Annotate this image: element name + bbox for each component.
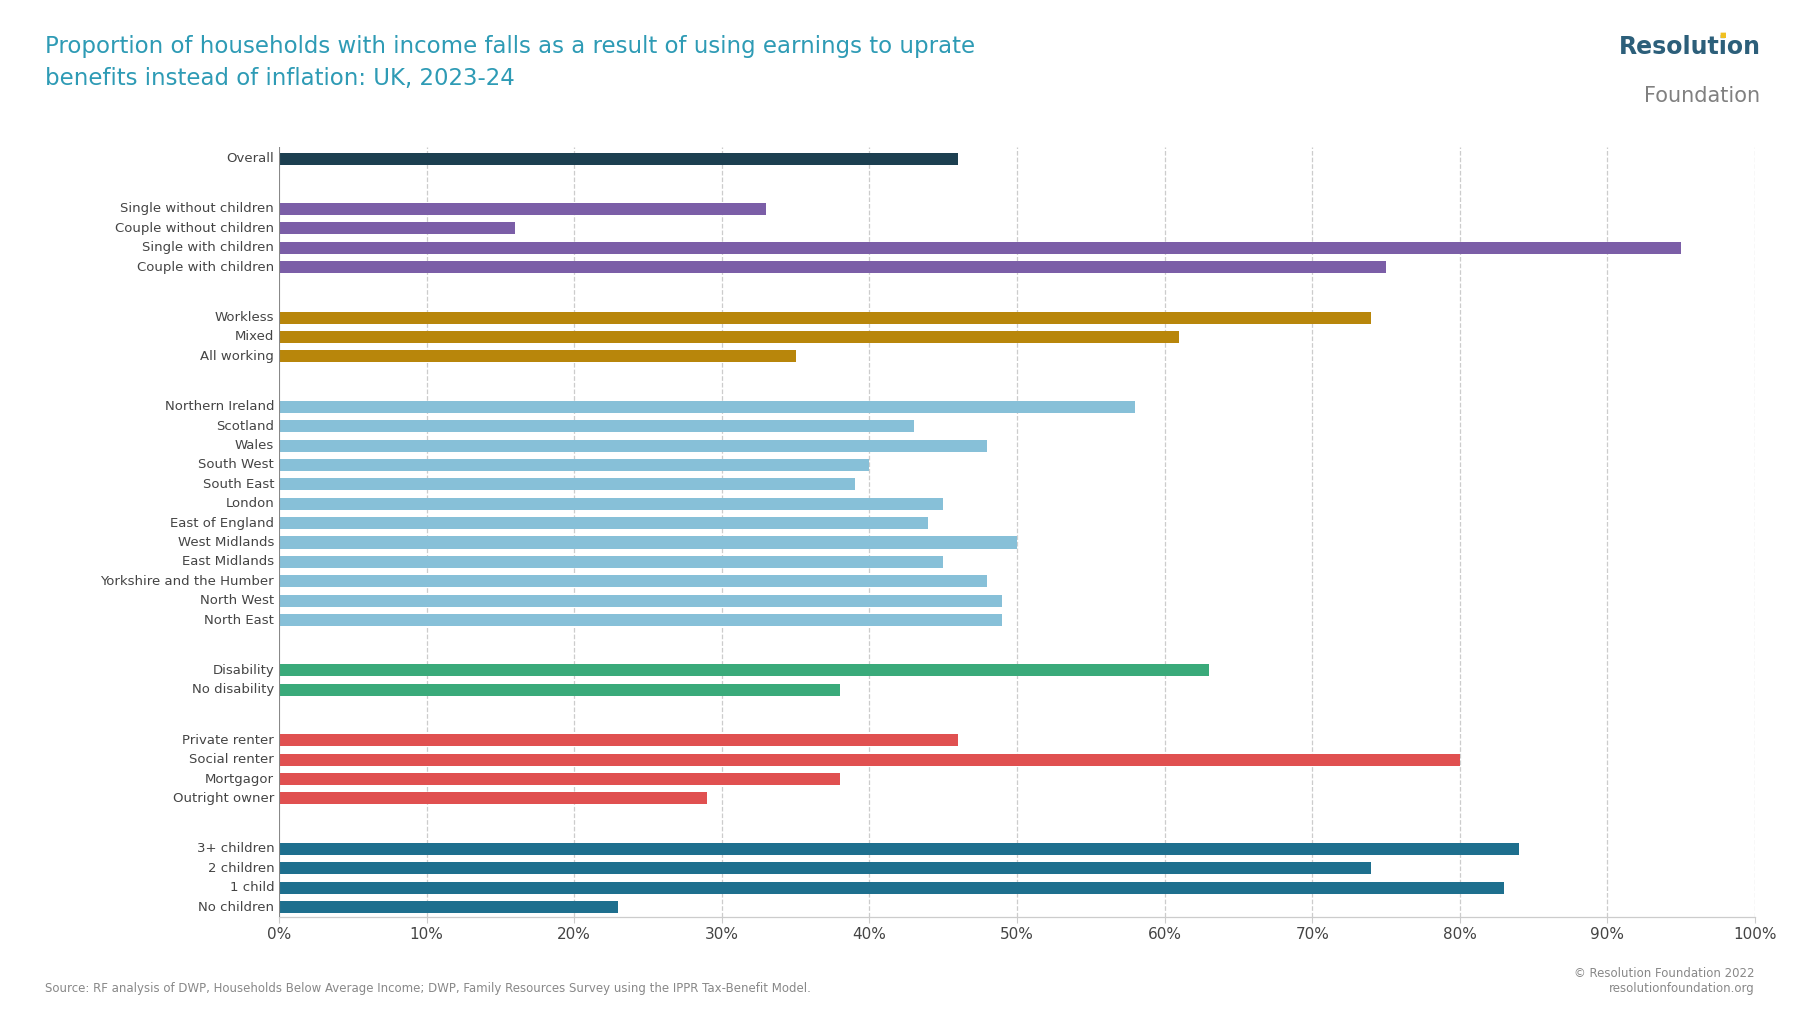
Bar <box>279 537 1017 548</box>
Bar <box>279 684 841 696</box>
Bar <box>279 665 1210 677</box>
Bar <box>279 242 1681 253</box>
Bar <box>279 261 1386 274</box>
Bar <box>279 222 515 234</box>
Text: Proportion of households with income falls as a result of using earnings to upra: Proportion of households with income fal… <box>45 35 976 89</box>
Bar <box>279 773 841 785</box>
Bar <box>279 734 958 747</box>
Bar <box>279 497 943 510</box>
Text: ■: ■ <box>1719 32 1726 38</box>
Bar <box>279 440 988 452</box>
Bar <box>279 575 988 588</box>
Bar <box>279 754 1460 766</box>
Bar <box>279 881 1505 893</box>
Bar <box>279 792 707 804</box>
Bar <box>279 312 1372 323</box>
Bar <box>279 459 869 471</box>
Bar <box>279 350 796 363</box>
Bar <box>279 556 943 568</box>
Text: Foundation: Foundation <box>1643 86 1760 106</box>
Bar <box>279 203 767 215</box>
Bar <box>279 153 958 164</box>
Bar <box>279 401 1136 412</box>
Bar <box>279 862 1372 874</box>
Text: Source: RF analysis of DWP, Households Below Average Income; DWP, Family Resourc: Source: RF analysis of DWP, Households B… <box>45 982 810 995</box>
Bar <box>279 331 1179 343</box>
Text: © Resolution Foundation 2022
resolutionfoundation.org: © Resolution Foundation 2022 resolutionf… <box>1575 966 1755 995</box>
Bar <box>279 420 914 433</box>
Bar <box>279 843 1519 855</box>
Bar <box>279 595 1003 607</box>
Bar <box>279 901 619 913</box>
Text: Resolution: Resolution <box>1618 35 1760 60</box>
Bar <box>279 517 929 529</box>
Bar <box>279 478 855 490</box>
Bar <box>279 614 1003 626</box>
